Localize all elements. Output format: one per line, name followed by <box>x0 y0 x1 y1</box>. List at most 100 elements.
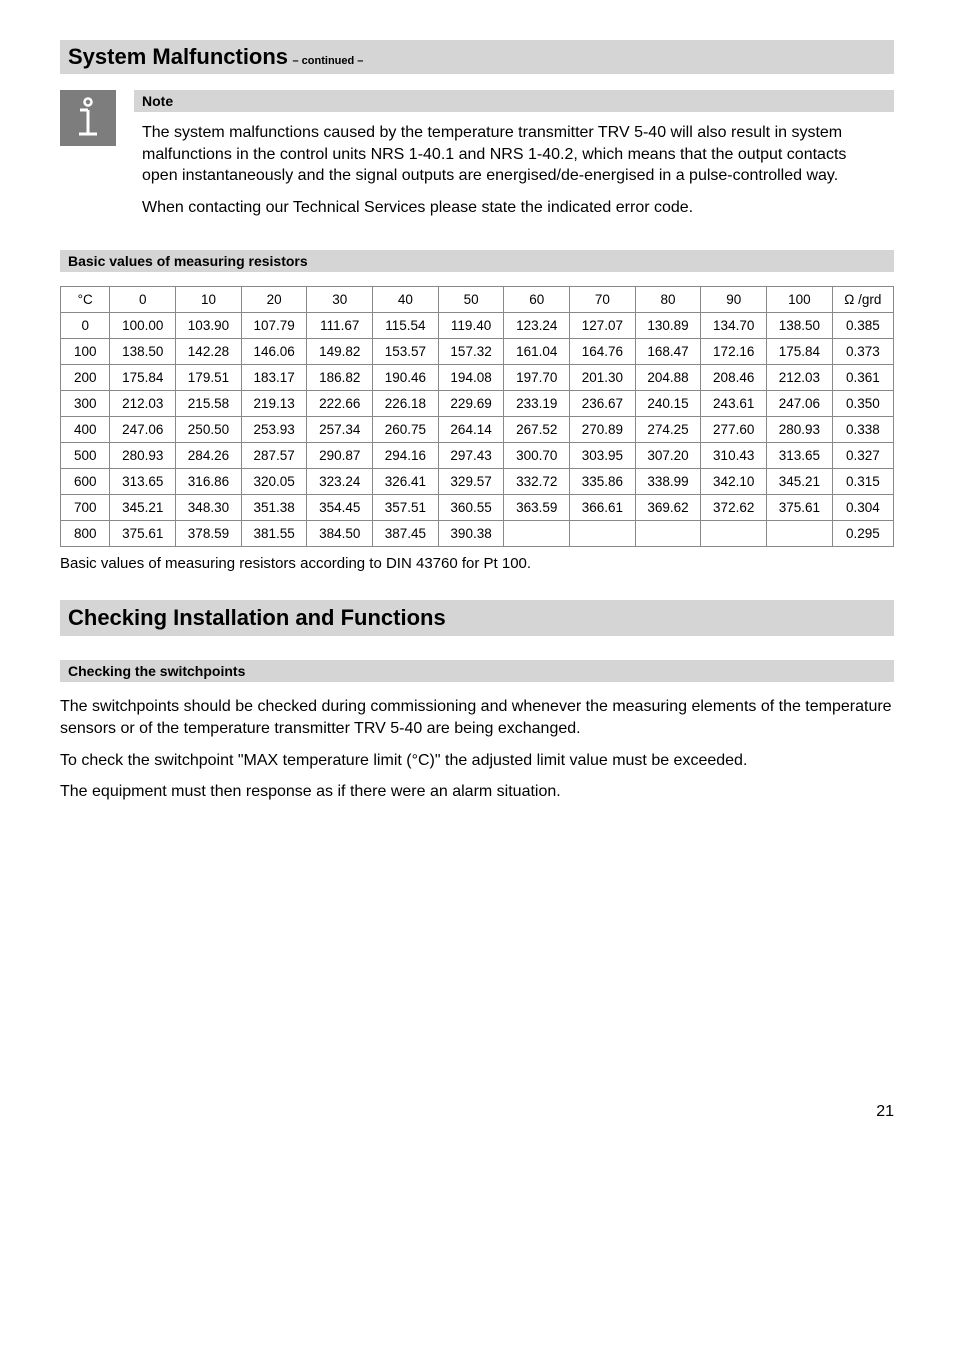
table-row: 500280.93284.26287.57290.87294.16297.433… <box>61 443 894 469</box>
table-cell: 157.32 <box>438 339 504 365</box>
table-cell: 375.61 <box>767 495 833 521</box>
table-cell: 243.61 <box>701 391 767 417</box>
table-header-cell: 70 <box>570 287 636 313</box>
table-row: 0100.00103.90107.79111.67115.54119.40123… <box>61 313 894 339</box>
table-cell: 294.16 <box>373 443 439 469</box>
section-title-suffix: – continued – <box>293 55 364 67</box>
table-cell: 222.66 <box>307 391 373 417</box>
table-cell: 149.82 <box>307 339 373 365</box>
table-cell: 190.46 <box>373 365 439 391</box>
section-title-checking: Checking Installation and Functions <box>68 605 446 630</box>
info-icon <box>60 90 116 146</box>
table-cell: 378.59 <box>176 521 242 547</box>
table-cell: 500 <box>61 443 110 469</box>
table-cell: 260.75 <box>373 417 439 443</box>
table-cell: 164.76 <box>570 339 636 365</box>
table-header-cell: Ω /grd <box>832 287 893 313</box>
table-cell: 387.45 <box>373 521 439 547</box>
table-cell: 0.350 <box>832 391 893 417</box>
table-cell: 204.88 <box>635 365 701 391</box>
table-cell: 270.89 <box>570 417 636 443</box>
table-row: 600313.65316.86320.05323.24326.41329.573… <box>61 469 894 495</box>
table-cell: 240.15 <box>635 391 701 417</box>
table-cell: 229.69 <box>438 391 504 417</box>
table-cell: 345.21 <box>767 469 833 495</box>
table-cell: 172.16 <box>701 339 767 365</box>
table-cell: 345.21 <box>110 495 176 521</box>
table-header-cell: 10 <box>176 287 242 313</box>
table-cell: 212.03 <box>110 391 176 417</box>
table-cell: 277.60 <box>701 417 767 443</box>
table-cell: 287.57 <box>241 443 307 469</box>
table-cell: 194.08 <box>438 365 504 391</box>
table-cell: 280.93 <box>110 443 176 469</box>
table-body: 0100.00103.90107.79111.67115.54119.40123… <box>61 313 894 547</box>
table-cell: 400 <box>61 417 110 443</box>
table-cell: 100.00 <box>110 313 176 339</box>
table-cell: 250.50 <box>176 417 242 443</box>
table-cell: 320.05 <box>241 469 307 495</box>
table-cell: 274.25 <box>635 417 701 443</box>
table-caption: Basic values of measuring resistors acco… <box>60 555 894 572</box>
table-cell: 103.90 <box>176 313 242 339</box>
table-cell: 236.67 <box>570 391 636 417</box>
table-cell: 300 <box>61 391 110 417</box>
table-cell: 111.67 <box>307 313 373 339</box>
table-cell: 142.28 <box>176 339 242 365</box>
table-cell: 0 <box>61 313 110 339</box>
page-number: 21 <box>60 1103 894 1121</box>
table-cell: 800 <box>61 521 110 547</box>
table-header-cell: 60 <box>504 287 570 313</box>
table-cell: 153.57 <box>373 339 439 365</box>
table-cell: 161.04 <box>504 339 570 365</box>
table-cell: 138.50 <box>767 313 833 339</box>
table-cell: 323.24 <box>307 469 373 495</box>
switchpoints-para-1: The switchpoints should be checked durin… <box>60 696 894 739</box>
table-cell: 351.38 <box>241 495 307 521</box>
table-cell: 313.65 <box>767 443 833 469</box>
table-cell: 297.43 <box>438 443 504 469</box>
table-cell: 372.62 <box>701 495 767 521</box>
table-cell: 284.26 <box>176 443 242 469</box>
table-header-row: °C0102030405060708090100Ω /grd <box>61 287 894 313</box>
table-cell: 310.43 <box>701 443 767 469</box>
table-cell: 381.55 <box>241 521 307 547</box>
table-cell: 247.06 <box>110 417 176 443</box>
table-cell: 0.295 <box>832 521 893 547</box>
table-cell: 300.70 <box>504 443 570 469</box>
table-cell: 338.99 <box>635 469 701 495</box>
table-cell: 138.50 <box>110 339 176 365</box>
table-cell <box>635 521 701 547</box>
table-cell: 363.59 <box>504 495 570 521</box>
table-cell: 200 <box>61 365 110 391</box>
table-cell <box>504 521 570 547</box>
table-cell: 219.13 <box>241 391 307 417</box>
table-cell: 127.07 <box>570 313 636 339</box>
table-row: 200175.84179.51183.17186.82190.46194.081… <box>61 365 894 391</box>
table-cell: 0.304 <box>832 495 893 521</box>
table-cell: 0.373 <box>832 339 893 365</box>
table-cell <box>767 521 833 547</box>
switchpoints-para-3: The equipment must then response as if t… <box>60 781 894 803</box>
table-cell: 348.30 <box>176 495 242 521</box>
table-cell: 146.06 <box>241 339 307 365</box>
table-header-cell: 30 <box>307 287 373 313</box>
table-cell: 168.47 <box>635 339 701 365</box>
table-cell: 130.89 <box>635 313 701 339</box>
table-cell: 257.34 <box>307 417 373 443</box>
table-cell: 197.70 <box>504 365 570 391</box>
table-row: 300212.03215.58219.13222.66226.18229.692… <box>61 391 894 417</box>
table-cell: 107.79 <box>241 313 307 339</box>
switchpoints-header: Checking the switchpoints <box>60 660 894 682</box>
table-header-cell: 90 <box>701 287 767 313</box>
table-cell: 247.06 <box>767 391 833 417</box>
table-cell: 175.84 <box>767 339 833 365</box>
note-content: Note The system malfunctions caused by t… <box>134 90 894 228</box>
table-header-cell: 50 <box>438 287 504 313</box>
note-header: Note <box>134 90 894 112</box>
table-cell: 123.24 <box>504 313 570 339</box>
table-header-cell: °C <box>61 287 110 313</box>
table-cell: 307.20 <box>635 443 701 469</box>
table-row: 400247.06250.50253.93257.34260.75264.142… <box>61 417 894 443</box>
table-cell: 183.17 <box>241 365 307 391</box>
